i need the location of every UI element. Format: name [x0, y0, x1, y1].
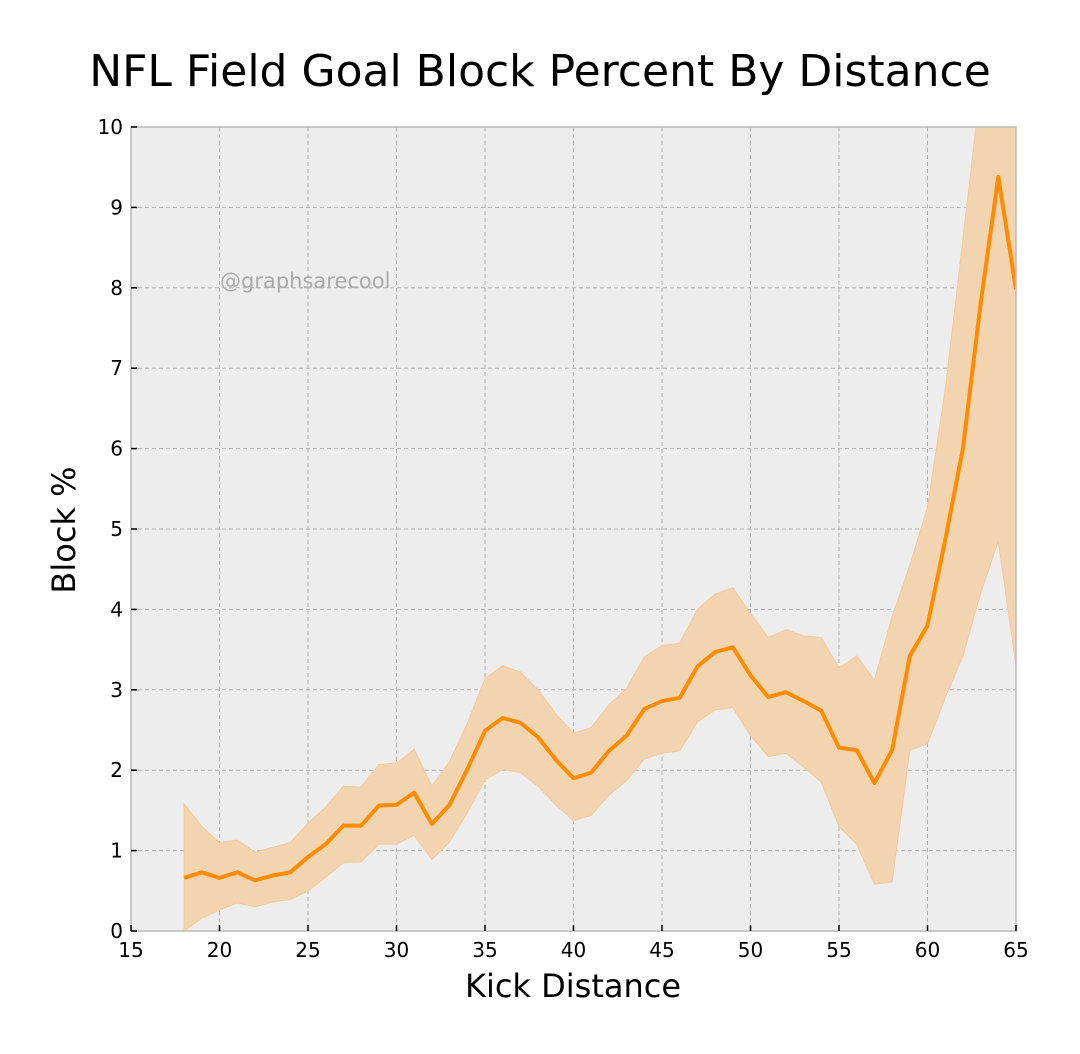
- grid: [131, 127, 1016, 931]
- y-axis-label: Block %: [45, 466, 83, 593]
- x-tick-label: 15: [118, 938, 143, 962]
- x-tick-label: 60: [915, 938, 940, 962]
- x-tick-label: 35: [472, 938, 497, 962]
- y-tick-label: 1: [110, 839, 123, 863]
- y-tick-label: 0: [110, 919, 123, 943]
- data-points: [184, 176, 1016, 881]
- confidence-band: [183, 127, 1016, 931]
- x-tick-label: 50: [738, 938, 763, 962]
- y-tick-label: 8: [110, 276, 123, 300]
- y-tick-label: 2: [110, 758, 123, 782]
- watermark: @graphsarecool: [220, 269, 390, 293]
- y-tick-label: 10: [98, 115, 123, 139]
- y-axis: 0 1 2 3 4 5 6 7 8 9 10: [98, 115, 137, 943]
- chart-title: NFL Field Goal Block Percent By Distance: [89, 46, 991, 97]
- x-tick-label: 65: [1003, 938, 1028, 962]
- y-tick-label: 5: [110, 517, 123, 541]
- x-tick-label: 45: [649, 938, 674, 962]
- x-tick-label: 40: [561, 938, 586, 962]
- y-tick-label: 7: [110, 356, 123, 380]
- x-axis-label: Kick Distance: [465, 967, 681, 1005]
- y-tick-label: 4: [110, 597, 123, 621]
- block-percent-line: [183, 174, 1016, 883]
- x-axis: 15 20 25 30 35 40 45 50 55 60 65: [118, 925, 1029, 962]
- x-tick-label: 55: [826, 938, 851, 962]
- x-tick-label: 30: [384, 938, 409, 962]
- x-tick-label: 20: [207, 938, 232, 962]
- y-tick-label: 3: [110, 678, 123, 702]
- y-tick-label: 6: [110, 437, 123, 461]
- x-tick-label: 25: [295, 938, 320, 962]
- y-tick-label: 9: [110, 195, 123, 219]
